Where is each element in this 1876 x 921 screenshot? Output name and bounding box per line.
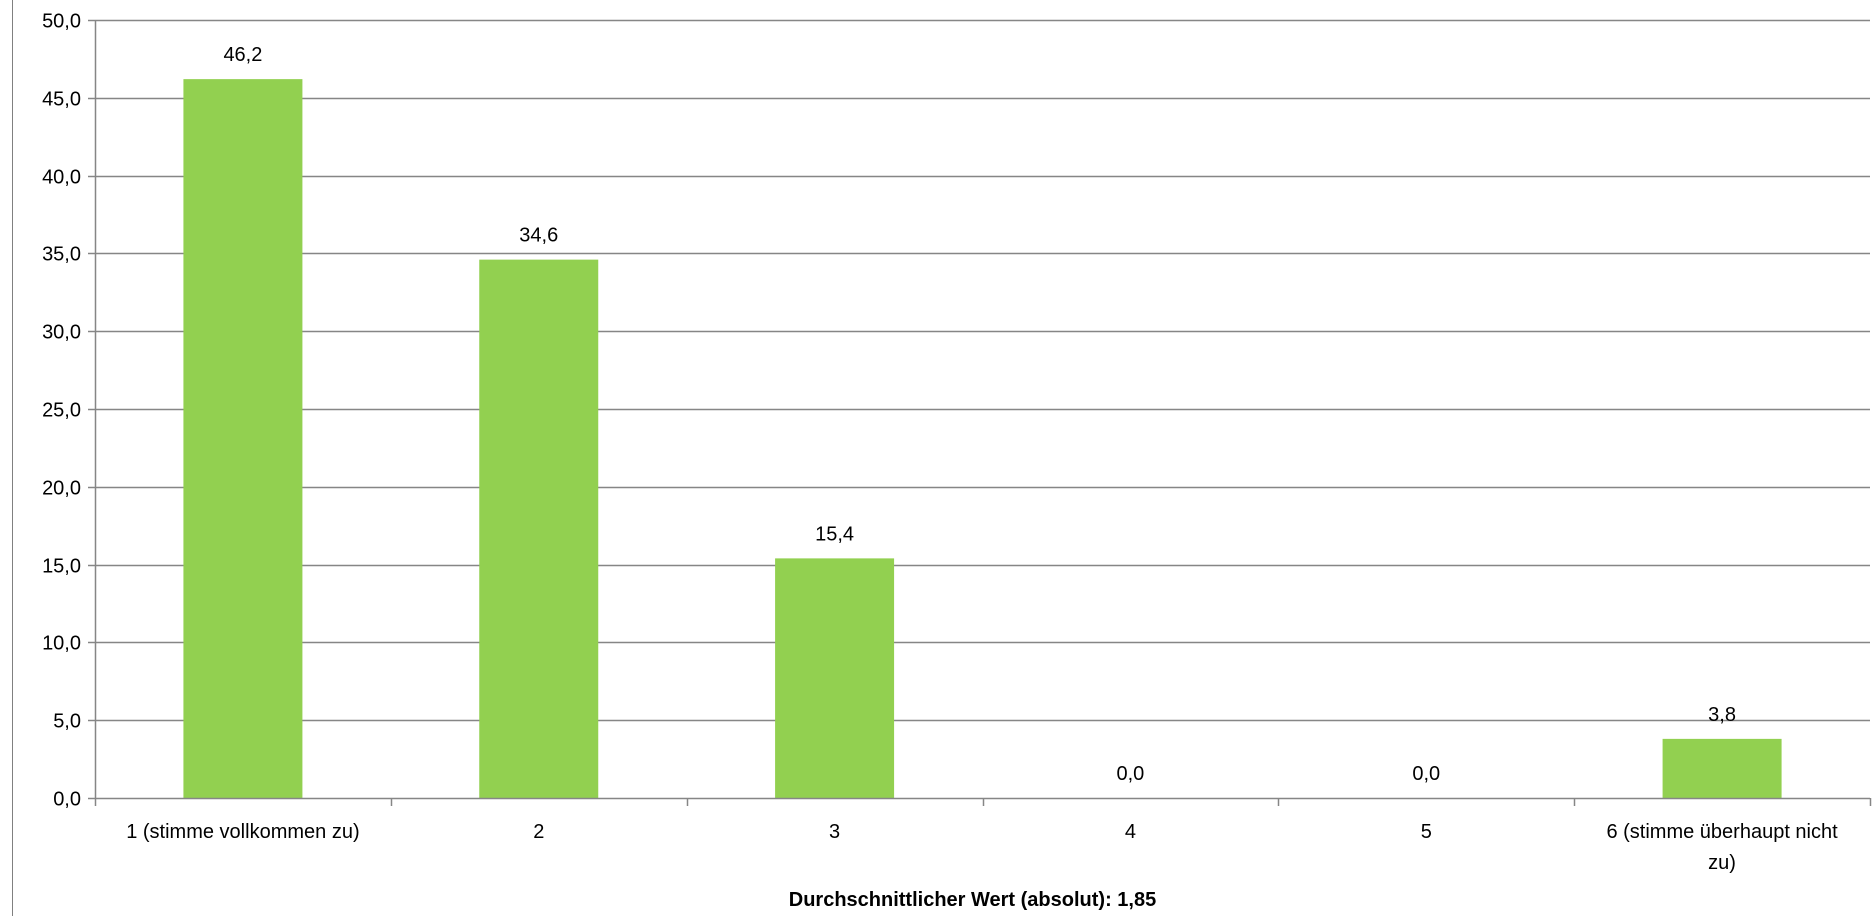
- bar: [775, 558, 895, 798]
- y-tick-label: 45,0: [42, 89, 81, 111]
- y-tick-label: 15,0: [42, 556, 81, 578]
- x-tick-label: 1 (stimme vollkommen zu): [126, 821, 359, 843]
- y-tick-label: 5,0: [53, 711, 81, 733]
- y-tick-label: 25,0: [42, 400, 81, 422]
- data-label: 15,4: [815, 523, 854, 545]
- data-labels: 46,2 34,6 15,4 0,0 0,0 3,8: [223, 44, 1736, 785]
- x-tick-label: 6 (stimme überhaupt nicht: [1606, 821, 1838, 843]
- x-tick-label: 4: [1125, 821, 1136, 843]
- y-tick-label: 20,0: [42, 478, 81, 500]
- data-label: 0,0: [1412, 763, 1440, 785]
- y-tick-label: 50,0: [42, 11, 81, 33]
- bars: [183, 79, 1782, 799]
- x-tick-label: 2: [533, 821, 544, 843]
- bar: [479, 259, 599, 798]
- x-tick-label: 3: [829, 821, 840, 843]
- y-tick-label: 0,0: [53, 789, 81, 811]
- y-tick-label: 30,0: [42, 322, 81, 344]
- category-labels: 1 (stimme vollkommen zu) 2 3 4 5 6 (stimme üb…: [126, 821, 1838, 874]
- bar: [1662, 738, 1782, 798]
- axes: [88, 19, 1872, 806]
- data-label: 0,0: [1117, 763, 1145, 785]
- y-tick-label: 40,0: [42, 167, 81, 189]
- gridlines: [95, 19, 1870, 722]
- y-tick-label: 10,0: [42, 633, 81, 655]
- x-tick-label: 5: [1421, 821, 1432, 843]
- x-tick-label: zu): [1708, 852, 1736, 874]
- frame-border-line: [12, 0, 13, 916]
- x-axis-title: Durchschnittlicher Wert (absolut): 1,85: [789, 889, 1156, 911]
- data-label: 46,2: [223, 44, 262, 66]
- data-label: 3,8: [1708, 704, 1736, 726]
- y-tick-label: 35,0: [42, 244, 81, 266]
- bar: [183, 79, 303, 799]
- data-label: 34,6: [519, 225, 558, 247]
- y-tick-labels: 0,0 5,0 10,0 15,0 20,0 25,0 30,0 35,0 40,0 45,0 50…: [42, 11, 81, 811]
